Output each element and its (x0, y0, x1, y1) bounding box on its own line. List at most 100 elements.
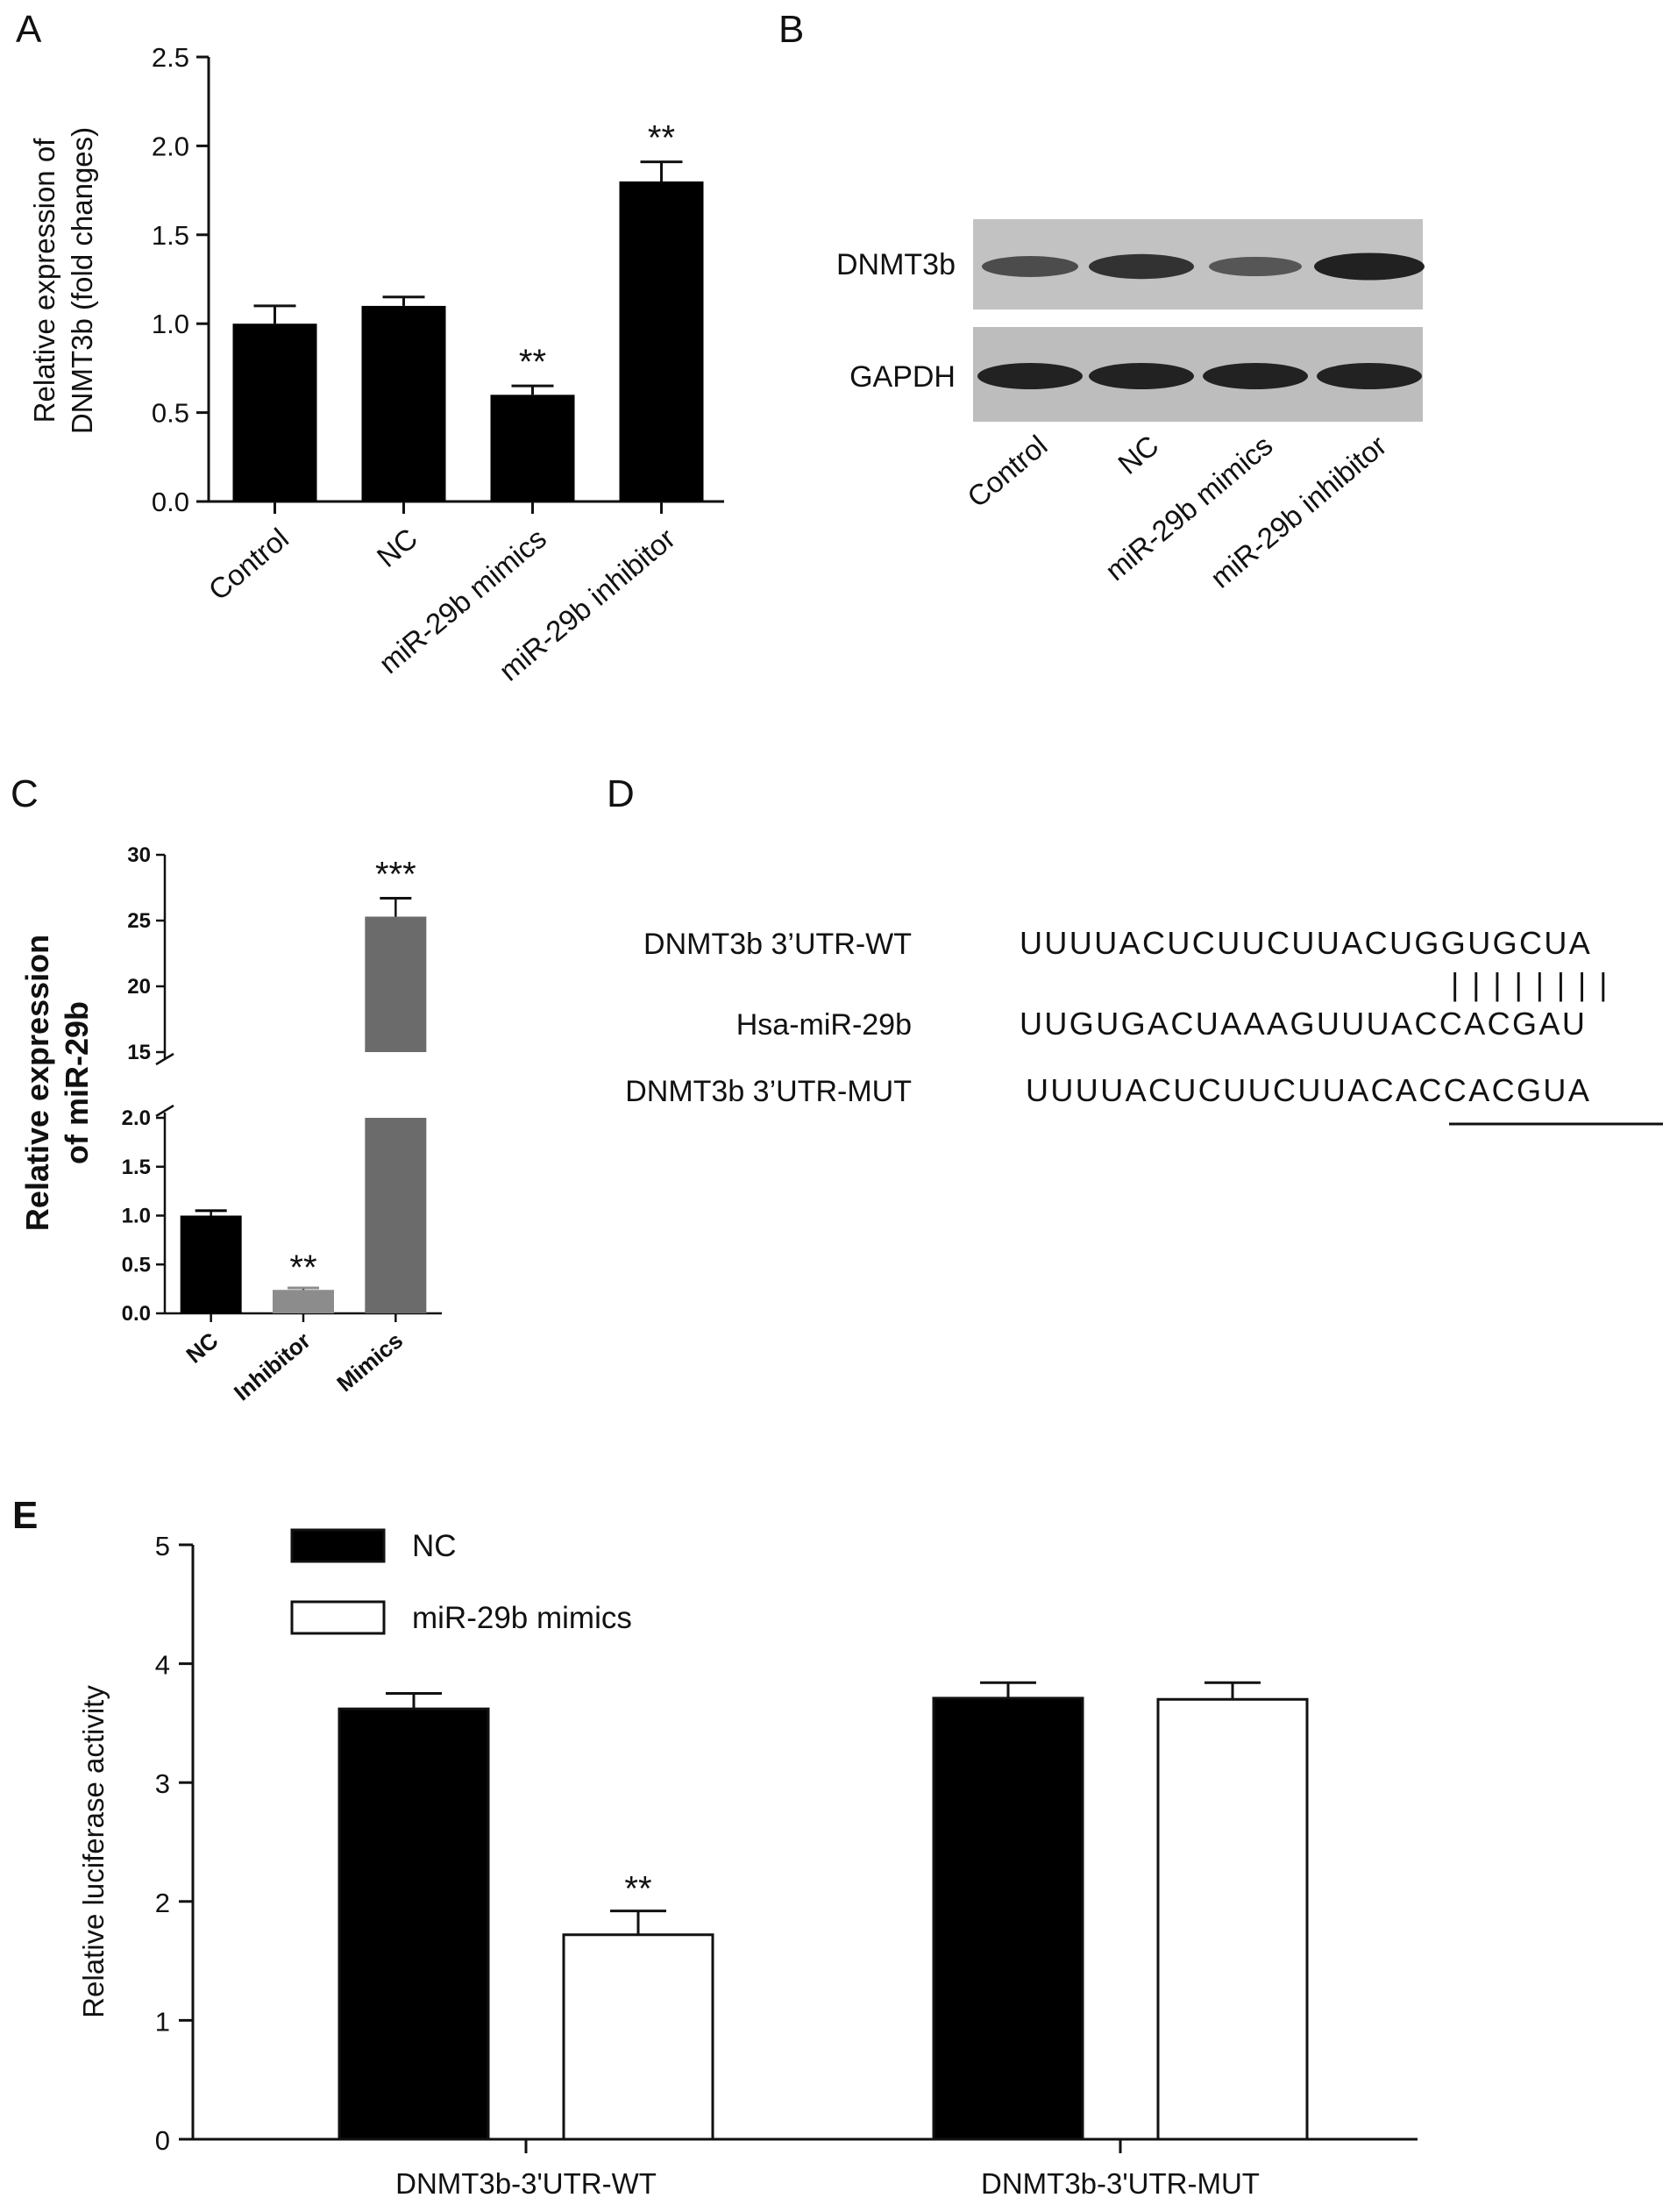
blot-label-dnmt3b: DNMT3b (836, 248, 956, 281)
panel-e-chart: E Relative luciferase activity 0 1 2 3 4 5 **… (12, 1494, 1418, 2200)
panel-c-bar (273, 1290, 334, 1313)
panel-e-legend-swatch (290, 1528, 386, 1563)
panel-e-legend-swatch (290, 1600, 386, 1635)
panel-a-y-tick-label: 1.5 (152, 220, 189, 251)
panel-c-y-tick-label: 2.0 (122, 1106, 151, 1130)
panel-c-y-tick-label: 1.5 (122, 1156, 151, 1179)
panel-a-significance-mark: ** (519, 343, 546, 381)
panel-e-bar (338, 1707, 490, 2141)
panel-c-y-label-line-1: Relative expression (19, 935, 55, 1231)
blot-band-dnmt3b (982, 256, 1078, 277)
seq-pairing: | | | | | | | | (1451, 966, 1609, 1002)
panel-e-y-ticks: 0 1 2 3 4 5 (155, 1531, 193, 2156)
blot-lane-label: Control (961, 429, 1053, 514)
panel-e-bar (562, 1933, 714, 2141)
panel-c-significance-mark: ** (289, 1248, 316, 1287)
panel-label-e: E (12, 1494, 38, 1537)
blot-band-gapdh (1317, 363, 1422, 389)
panel-a-bar (232, 324, 317, 501)
panel-e-y-tick-label: 5 (155, 1531, 170, 1561)
panel-a-y-label-line-2: DNMT3b (fold changes) (66, 127, 98, 434)
panel-e-category-labels: DNMT3b-3'UTR-WT DNMT3b-3'UTR-MUT (395, 2139, 1260, 2200)
blot-bands (977, 252, 1425, 389)
panel-a-y-tick-label: 2.5 (152, 42, 189, 73)
panel-label-c: C (11, 772, 39, 815)
panel-a-y-axis-label: Relative expression of DNMT3b (fold chang… (28, 127, 98, 434)
blot-band-dnmt3b (1089, 253, 1194, 280)
panel-c-category-label: Mimics (331, 1327, 408, 1398)
panel-a-bar (361, 305, 446, 501)
panel-a-y-label-line-1: Relative expression of (28, 138, 60, 423)
panel-a-significance-mark: ** (648, 119, 675, 158)
panel-e-legend-label: miR-29b mimics (412, 1601, 632, 1635)
panel-e-y-tick-label: 3 (155, 1768, 170, 1799)
panel-c-y-tick-label: 30 (127, 843, 151, 867)
panel-e-y-label: Relative luciferase activity (77, 1685, 110, 2018)
panel-c-y-tick-label: 25 (127, 909, 151, 933)
panel-c-y-axis-label: Relative expression of miR-29b (19, 935, 95, 1231)
panel-c-bar-lower-segment (365, 1118, 427, 1313)
panel-a-y-tick-label: 1.0 (152, 309, 189, 339)
seq-label-mirna: Hsa-miR-29b (736, 1008, 912, 1042)
blot-band-dnmt3b (1209, 256, 1302, 277)
panel-c-chart: C Relative expression of miR-29b 15 20 25 30… (11, 772, 442, 1405)
panel-c-category-label: NC (181, 1326, 223, 1368)
panel-e-bar (1156, 1697, 1309, 2141)
panel-a-y-tick-label: 0.5 (152, 398, 189, 429)
panel-c-y-label-line-2: of miR-29b (59, 1001, 95, 1164)
panel-e-significance-mark: ** (624, 1870, 651, 1909)
panel-e-y-tick-label: 4 (155, 1650, 170, 1681)
seq-mut: UUUUACUCUUCUUACACCACGUA (1026, 1072, 1591, 1108)
blot-lane-label: NC (1112, 429, 1164, 480)
panel-e-y-tick-label: 1 (155, 2006, 170, 2037)
panel-e-bar (932, 1696, 1084, 2141)
panel-c-axis-break-mark (155, 1104, 174, 1118)
panel-e-y-tick-label: 2 (155, 1888, 170, 1918)
seq-label-mut: DNMT3b 3’UTR-MUT (625, 1075, 912, 1108)
blot-band-gapdh (1203, 363, 1308, 389)
panel-c-y-tick-label: 15 (127, 1041, 151, 1064)
panel-c-category-label: Inhibitor (229, 1327, 316, 1406)
panel-e-bars: ** (338, 1681, 1309, 2141)
panel-c-y-tick-label: 0.5 (122, 1253, 151, 1277)
panel-e-category-label: DNMT3b-3'UTR-MUT (981, 2167, 1260, 2200)
panel-c-significance-mark: *** (375, 856, 416, 894)
panel-a-bar (619, 181, 704, 501)
panel-c-y-tick-label: 0.0 (122, 1302, 151, 1326)
blot-band-gapdh (1089, 363, 1194, 389)
panel-a-y-ticks: 0.0 0.5 1.0 1.5 2.0 2.5 (152, 42, 209, 517)
blot-band-gapdh (977, 363, 1083, 389)
panel-c-y-ticks: 15 20 25 30 0.0 0.5 1.0 1.5 2.0 (122, 843, 165, 1326)
panel-d-sequence-alignment: D DNMT3b 3’UTR-WT UUUUACUCUUCUUACUGGUGCU… (607, 772, 1663, 1126)
panel-a-chart: A Relative expression of DNMT3b (fold cha… (16, 8, 724, 687)
seq-label-wt: DNMT3b 3’UTR-WT (643, 928, 912, 961)
blot-band-dnmt3b (1314, 252, 1425, 281)
seq-wt: UUUUACUCUUCUUACUGGUGCUA (1020, 925, 1592, 961)
panel-c-bars: ***** (180, 856, 427, 1313)
panel-label-d: D (607, 772, 635, 815)
panel-a-category-label: Control (203, 522, 295, 607)
panel-c-y-tick-label: 1.0 (122, 1205, 151, 1228)
panel-c-bar (180, 1215, 242, 1313)
panel-c-category-labels: NC Inhibitor Mimics (181, 1313, 408, 1405)
panel-c-axis-break-mark (155, 1052, 174, 1066)
blot-label-gapdh: GAPDH (849, 360, 956, 394)
seq-mirna: UUGUGACUAAAGUUUACCACGAU (1020, 1006, 1587, 1042)
panel-e-category-label: DNMT3b-3'UTR-WT (395, 2167, 657, 2200)
panel-e-legend-label: NC (412, 1529, 457, 1563)
panel-a-y-tick-label: 0.0 (152, 487, 189, 517)
panel-a-y-tick-label: 2.0 (152, 131, 189, 161)
panel-a-category-label: NC (371, 522, 423, 573)
panel-e-y-axis-label: Relative luciferase activity (77, 1685, 110, 2018)
panel-c-bar-upper-segment (365, 916, 427, 1052)
panel-a-bar (490, 395, 575, 501)
panel-c-y-tick-label: 20 (127, 975, 151, 999)
panel-e-y-tick-label: 0 (155, 2125, 170, 2156)
panel-e-legend: NC miR-29b mimics (290, 1528, 632, 1635)
panel-label-a: A (16, 8, 42, 51)
panel-label-b: B (778, 8, 804, 51)
